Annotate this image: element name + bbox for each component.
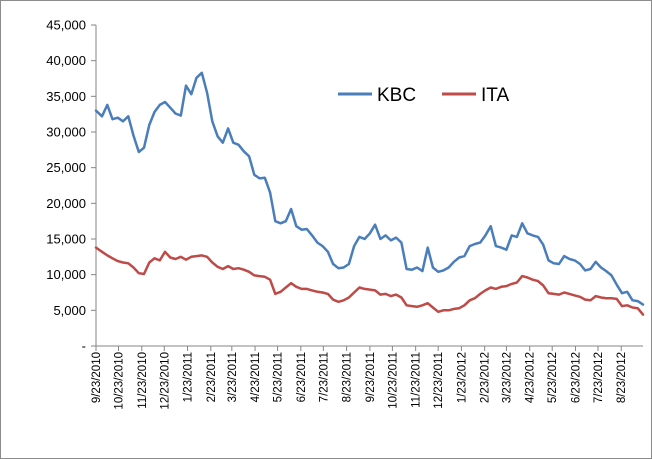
y-tick-label: 20,000 <box>46 196 86 211</box>
x-tick-label: 12/23/2011 <box>433 352 445 409</box>
axes <box>95 25 643 347</box>
x-tick-label: 1/23/2012 <box>456 352 468 403</box>
x-tick-label: 3/23/2012 <box>501 352 513 403</box>
x-tick-label: 7/23/2011 <box>318 352 330 402</box>
legend-label-kbc: KBC <box>377 85 416 106</box>
x-tick-label: 12/23/2010 <box>159 352 171 410</box>
x-axis-ticks: 9/23/2010 10/23/2010 11/23/2010 12/23/2010 1… <box>91 346 628 410</box>
y-tick-label: 30,000 <box>46 125 86 140</box>
x-tick-label: 10/23/2010 <box>114 352 126 410</box>
y-axis-ticks: - 5,000 10,000 15,000 20,000 25,000 30,000 35,0… <box>46 18 96 354</box>
x-tick-label: 4/23/2011 <box>250 352 262 402</box>
x-tick-label: 1/23/2011 <box>183 352 195 402</box>
x-tick-label: 9/23/2010 <box>91 352 103 403</box>
y-tick-label: 25,000 <box>46 160 86 175</box>
x-tick-label: 11/23/2011 <box>411 352 423 408</box>
x-tick-label: 9/23/2011 <box>365 352 377 402</box>
x-tick-label: 11/23/2010 <box>137 352 149 409</box>
x-tick-label: 7/23/2012 <box>593 352 605 403</box>
y-tick-label: 45,000 <box>46 18 86 33</box>
y-tick-label: 35,000 <box>46 89 86 104</box>
x-tick-label: 2/23/2012 <box>480 352 492 403</box>
x-tick-label: 8/23/2012 <box>616 352 628 403</box>
y-tick-label: - <box>82 339 86 354</box>
y-tick-label: 5,000 <box>53 303 86 318</box>
series-lines <box>94 71 645 316</box>
x-tick-label: 8/23/2011 <box>342 352 354 402</box>
x-tick-label: 3/23/2011 <box>227 352 239 402</box>
x-tick-label: 4/23/2012 <box>525 352 537 403</box>
y-tick-label: 40,000 <box>46 53 86 68</box>
x-tick-label: 10/23/2011 <box>387 352 399 409</box>
x-tick-label: 6/23/2012 <box>570 352 582 403</box>
y-tick-label: 10,000 <box>46 267 86 282</box>
x-tick-label: 2/23/2011 <box>206 352 218 402</box>
legend: KBC ITA <box>338 85 509 106</box>
series-line-kbc <box>94 71 645 306</box>
y-tick-label: 15,000 <box>46 232 86 247</box>
x-tick-label: 5/23/2012 <box>547 352 559 403</box>
series-line-ita <box>94 246 645 316</box>
legend-label-ita: ITA <box>481 85 509 106</box>
x-tick-label: 6/23/2011 <box>296 352 308 402</box>
x-tick-label: 5/23/2011 <box>273 352 285 402</box>
